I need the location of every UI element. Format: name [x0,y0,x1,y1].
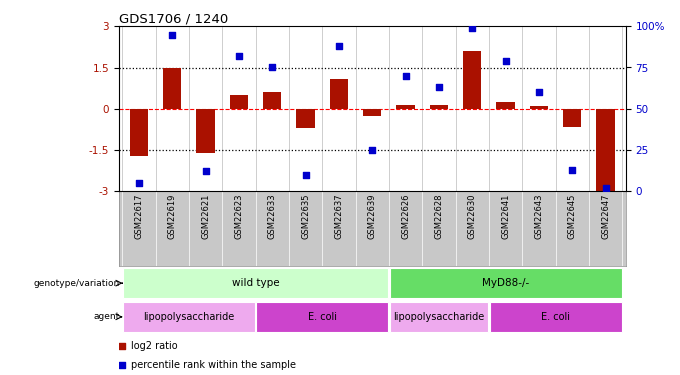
Text: GDS1706 / 1240: GDS1706 / 1240 [119,12,228,25]
Bar [130,109,148,156]
Text: E. coli: E. coli [308,312,337,322]
Bar [563,109,581,127]
Bar [330,78,348,109]
Bar [390,268,622,298]
Text: GSM22619: GSM22619 [168,194,177,239]
Text: lipopolysaccharide: lipopolysaccharide [393,312,485,322]
Bar [197,109,215,153]
Bar [123,268,388,298]
Bar [363,109,381,115]
Bar [430,105,448,109]
Text: percentile rank within the sample: percentile rank within the sample [131,360,296,369]
Text: GSM22641: GSM22641 [501,194,510,239]
Text: GSM22635: GSM22635 [301,194,310,239]
Point [500,58,511,64]
Bar [296,109,315,128]
Text: GSM22630: GSM22630 [468,194,477,239]
Text: GSM22645: GSM22645 [568,194,577,239]
Bar [490,302,622,332]
Point [200,168,211,174]
Text: wild type: wild type [232,278,279,288]
Bar [163,68,182,109]
Point [467,25,478,31]
Point [116,343,127,349]
Text: GSM22639: GSM22639 [368,194,377,239]
Text: GSM22623: GSM22623 [235,194,243,239]
Point [300,172,311,178]
Point [233,53,244,59]
Text: GSM22637: GSM22637 [335,194,343,239]
Point [367,147,377,153]
Text: GSM22643: GSM22643 [534,194,543,239]
Text: E. coli: E. coli [541,312,570,322]
Text: MyD88-/-: MyD88-/- [482,278,529,288]
Point [600,185,611,191]
Bar [530,106,548,109]
Bar [256,302,388,332]
Text: GSM22633: GSM22633 [268,194,277,239]
Text: GSM22626: GSM22626 [401,194,410,239]
Point [133,180,144,186]
Point [333,43,344,49]
Text: GSM22617: GSM22617 [135,194,143,239]
Point [267,64,277,70]
Text: GSM22628: GSM22628 [435,194,443,239]
Text: genotype/variation: genotype/variation [33,279,119,288]
Point [434,84,445,90]
Bar [390,302,488,332]
Point [167,32,177,38]
Bar [230,95,248,109]
Bar [123,302,255,332]
Text: GSM22647: GSM22647 [601,194,610,239]
Point [567,167,578,173]
Point [534,89,545,95]
Bar [463,51,481,109]
Point [116,362,127,368]
Text: lipopolysaccharide: lipopolysaccharide [143,312,235,322]
Bar [263,92,282,109]
Bar [596,109,615,191]
Text: GSM22621: GSM22621 [201,194,210,239]
Bar [396,105,415,109]
Point [401,73,411,79]
Text: agent: agent [93,312,119,321]
Bar [496,102,515,109]
Text: log2 ratio: log2 ratio [131,341,177,351]
